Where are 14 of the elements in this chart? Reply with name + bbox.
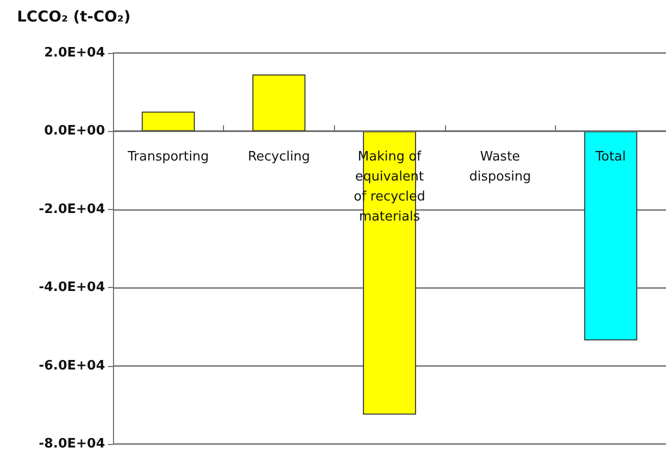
x-tick-label: Recycling	[248, 150, 310, 165]
bar	[252, 74, 306, 132]
y-tick-label: -2.0E+04	[38, 202, 105, 217]
x-tick-label: Total	[594, 150, 626, 165]
y-tick-label: -4.0E+04	[38, 280, 105, 296]
bar	[584, 131, 638, 340]
bar	[142, 112, 195, 132]
y-tick-label: -6.0E+04	[38, 358, 105, 374]
y-tick-label: -8.0E+04	[38, 436, 105, 452]
x-tick-label: Waste disposing	[469, 150, 531, 185]
y-tick-label: 2.0E+04	[44, 46, 105, 60]
y-tick-label: 0.0E+00	[44, 124, 105, 139]
x-tick-label: Transporting	[126, 150, 209, 165]
y-axis-title: LCCO₂ (t-CO₂)	[17, 8, 131, 26]
